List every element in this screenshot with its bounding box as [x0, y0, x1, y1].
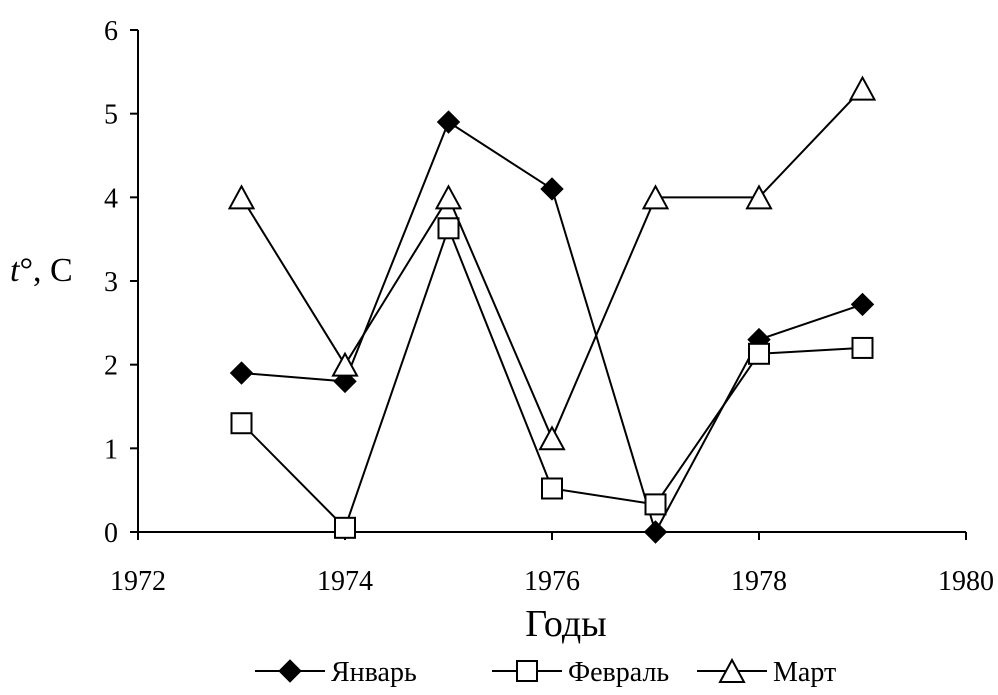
y-tick-label: 5 [104, 100, 118, 131]
series-2-point [541, 477, 563, 500]
y-axis-title-main: t [10, 252, 21, 289]
series-3-point [538, 425, 566, 451]
series-2-point [644, 493, 667, 516]
x-axis-title: Годы [525, 603, 606, 645]
legend-item-1: Январь [255, 657, 417, 688]
legend-label: Февраль [568, 657, 669, 688]
x-tick-label: 1980 [938, 566, 994, 597]
x-tick-label: 1978 [731, 566, 787, 597]
series-2-point [334, 516, 356, 539]
series-2-point [230, 412, 253, 435]
legend-item-2: Февраль [492, 657, 669, 688]
series-layer [227, 75, 877, 544]
series-2-point [437, 217, 460, 240]
y-tick-label: 0 [104, 518, 118, 549]
y-tick-label: 2 [104, 351, 118, 382]
y-tick-label: 6 [104, 16, 118, 47]
legend-marker [278, 659, 302, 683]
series-1-point [436, 110, 461, 134]
legend-marker [718, 657, 746, 683]
legend: Январь Февраль Март [255, 657, 836, 688]
series-1-point [643, 520, 668, 544]
series-3-point [434, 184, 463, 210]
series-3-point [227, 184, 256, 210]
series-3 [227, 75, 877, 451]
legend-marker [516, 660, 538, 682]
series-3-point [641, 184, 670, 210]
series-2-point [748, 342, 770, 365]
y-tick-label: 4 [104, 183, 118, 214]
y-axis-title: t°, C [10, 252, 73, 289]
x-tick-label: 1974 [317, 566, 373, 597]
series-1-point [540, 177, 564, 201]
series-2-point [851, 336, 874, 359]
axes: 0 1 2 3 4 5 6 1972 1974 1976 1978 1980 [104, 16, 994, 597]
series-3-point [745, 184, 773, 210]
y-tick-label: 3 [104, 267, 118, 298]
legend-item-3: Март [697, 657, 836, 688]
y-axis-title-unit: °, C [19, 252, 72, 289]
series-1-point [229, 361, 254, 385]
series-3-line [240, 87, 864, 441]
y-tick-label: 1 [104, 434, 118, 465]
x-tick-label: 1976 [524, 566, 580, 597]
x-tick-label: 1972 [110, 566, 166, 597]
x-ticks: 1972 1974 1976 1978 1980 [110, 532, 994, 597]
y-ticks: 0 1 2 3 4 5 6 [104, 16, 138, 549]
legend-label: Январь [331, 657, 417, 688]
series-3-point [331, 351, 359, 377]
legend-label: Март [773, 657, 836, 688]
series-3-point [848, 75, 877, 101]
series-2 [230, 217, 874, 539]
series-1-point [850, 292, 875, 317]
